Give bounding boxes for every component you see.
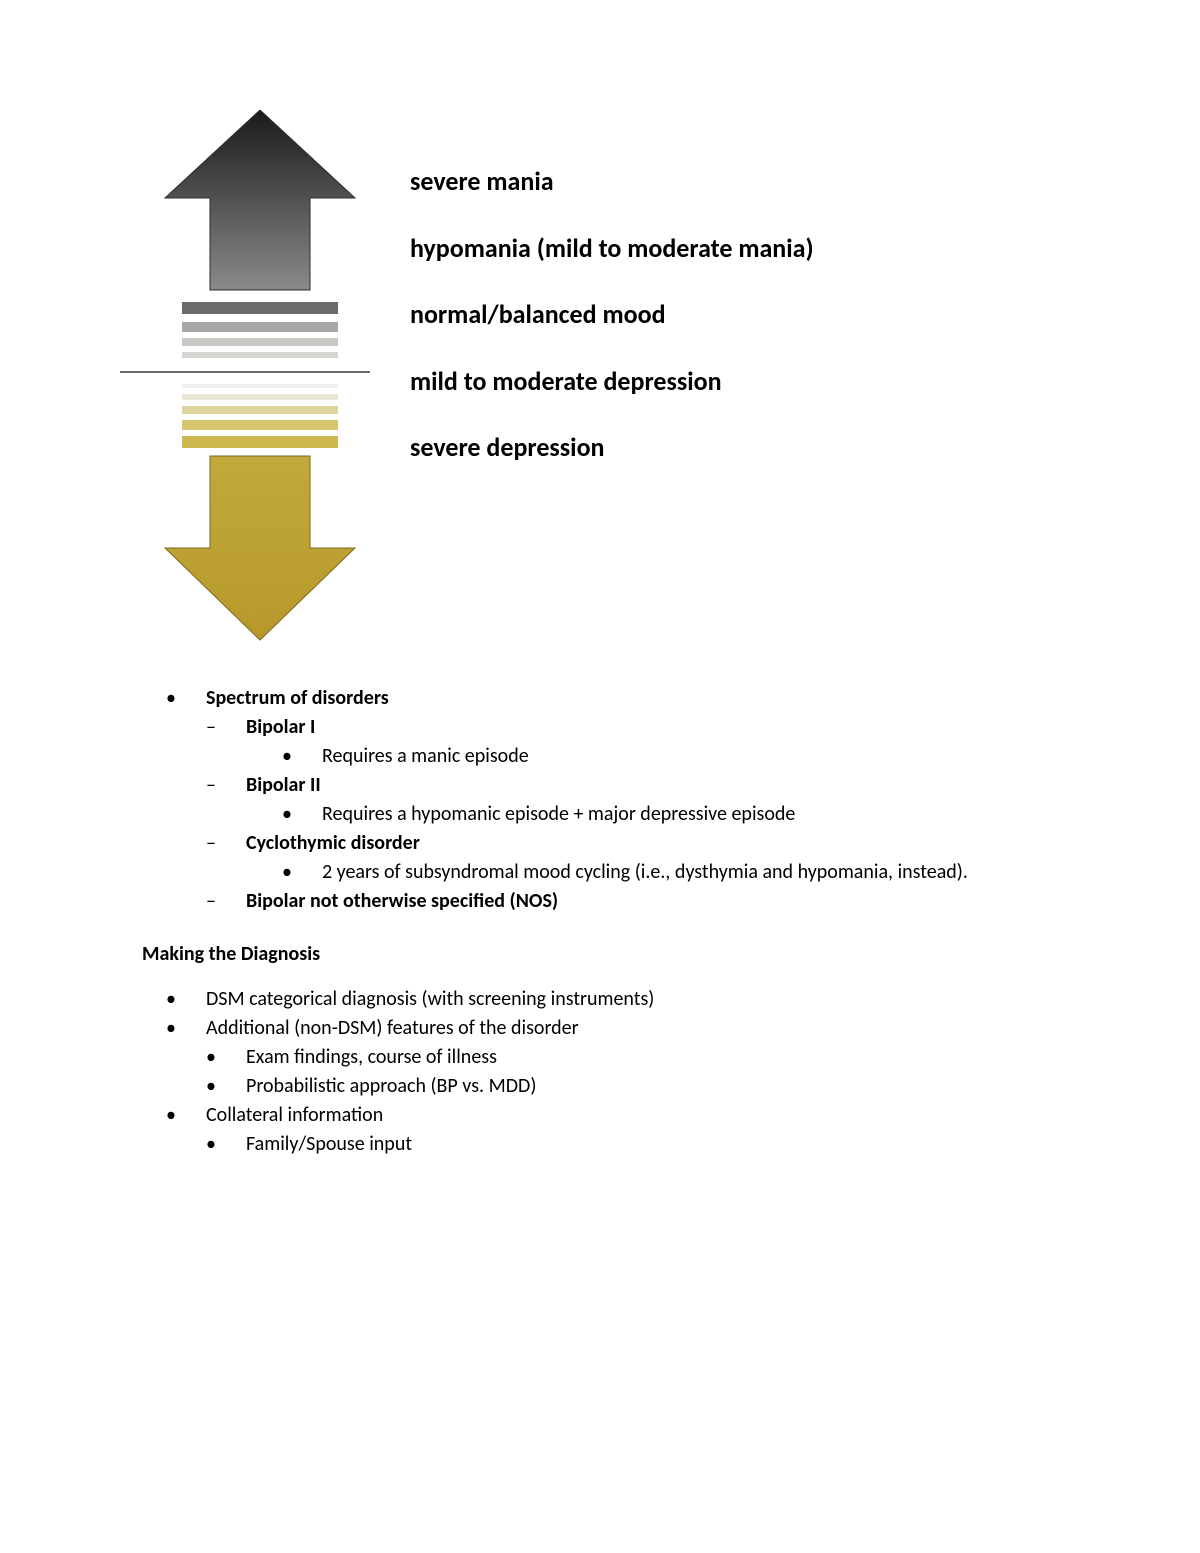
bullet-disc-icon: • — [160, 1102, 206, 1129]
down-arrow-icon — [165, 456, 355, 640]
bullet-dash-icon: – — [206, 830, 246, 857]
spectrum-item: – Bipolar I — [160, 714, 1060, 741]
mood-spectrum-diagram: severe mania hypomania (mild to moderate… — [110, 110, 1060, 655]
diagnosis-item: • Collateral information — [160, 1102, 1060, 1129]
spectrum-item-name: Bipolar I — [246, 714, 315, 741]
diagnosis-item: • Additional (non-DSM) features of the d… — [160, 1015, 1060, 1042]
bullet-disc-icon: • — [282, 801, 322, 828]
label-severe-mania: severe mania — [410, 165, 814, 198]
diagnosis-item-text: Collateral information — [206, 1102, 383, 1129]
spectrum-title: Spectrum of disorders — [206, 685, 389, 712]
bullet-dash-icon: – — [206, 888, 246, 915]
label-mild-depression: mild to moderate depression — [410, 365, 814, 398]
spectrum-item: – Bipolar II — [160, 772, 1060, 799]
spectrum-title-row: • Spectrum of disorders — [160, 685, 1060, 712]
spectrum-item-detail: Requires a manic episode — [322, 743, 569, 770]
bullet-dash-icon: – — [206, 772, 246, 799]
diagnosis-subitem: • Family/Spouse input — [160, 1131, 1060, 1158]
bar-lower-1 — [182, 384, 338, 388]
spectrum-item-name: Cyclothymic disorder — [246, 830, 420, 857]
mood-labels-column: severe mania hypomania (mild to moderate… — [370, 110, 814, 498]
bar-upper-4 — [182, 352, 338, 358]
spectrum-item-detail: Requires a hypomanic episode + major dep… — [322, 801, 835, 828]
bullet-dash-icon: – — [206, 714, 246, 741]
bullet-disc-icon: • — [282, 859, 322, 886]
bullet-disc-icon: • — [206, 1131, 246, 1158]
spectrum-item: – Cyclothymic disorder — [160, 830, 1060, 857]
diagnosis-sub-text: Probabilistic approach (BP vs. MDD) — [246, 1073, 536, 1100]
mood-arrow-svg — [110, 110, 370, 650]
diagnosis-sub-text: Exam findings, course of illness — [246, 1044, 497, 1071]
bar-upper-2 — [182, 322, 338, 332]
bar-lower-4 — [182, 420, 338, 430]
spectrum-item: – Bipolar not otherwise specified (NOS) — [160, 888, 1060, 915]
spectrum-item-detail-row: • Requires a hypomanic episode + major d… — [160, 801, 1060, 828]
diagnosis-item: • DSM categorical diagnosis (with screen… — [160, 986, 1060, 1013]
bullet-disc-icon: • — [206, 1073, 246, 1100]
diagnosis-item-text: DSM categorical diagnosis (with screenin… — [206, 986, 654, 1013]
up-arrow-icon — [165, 110, 355, 290]
document-page: severe mania hypomania (mild to moderate… — [0, 0, 1200, 1220]
text-content: • Spectrum of disorders – Bipolar I • Re… — [140, 685, 1060, 1158]
bar-upper-3 — [182, 338, 338, 346]
spectrum-item-detail-row: • 2 years of subsyndromal mood cycling (… — [160, 859, 1060, 886]
bar-lower-5 — [182, 436, 338, 448]
spectrum-item-name: Bipolar not otherwise specified (NOS) — [246, 888, 558, 915]
diagnosis-subitem: • Exam findings, course of illness — [160, 1044, 1060, 1071]
bar-lower-2 — [182, 394, 338, 400]
diagnosis-item-text: Additional (non-DSM) features of the dis… — [206, 1015, 579, 1042]
bullet-disc-icon: • — [282, 743, 322, 770]
diagnosis-heading: Making the Diagnosis — [142, 941, 1060, 968]
label-severe-depression: severe depression — [410, 431, 814, 464]
arrow-column — [110, 110, 370, 655]
bullet-disc-icon: • — [160, 1015, 206, 1042]
spectrum-item-name: Bipolar II — [246, 772, 321, 799]
bar-lower-3 — [182, 406, 338, 414]
bullet-disc-icon: • — [160, 685, 206, 712]
label-normal: normal/balanced mood — [410, 298, 814, 331]
diagnosis-sub-text: Family/Spouse input — [246, 1131, 412, 1158]
bullet-disc-icon: • — [206, 1044, 246, 1071]
spectrum-item-detail: 2 years of subsyndromal mood cycling (i.… — [322, 859, 1008, 886]
bullet-disc-icon: • — [160, 986, 206, 1013]
spectrum-item-detail-row: • Requires a manic episode — [160, 743, 1060, 770]
label-hypomania: hypomania (mild to moderate mania) — [410, 232, 814, 265]
diagnosis-subitem: • Probabilistic approach (BP vs. MDD) — [160, 1073, 1060, 1100]
bar-upper-1 — [182, 302, 338, 314]
